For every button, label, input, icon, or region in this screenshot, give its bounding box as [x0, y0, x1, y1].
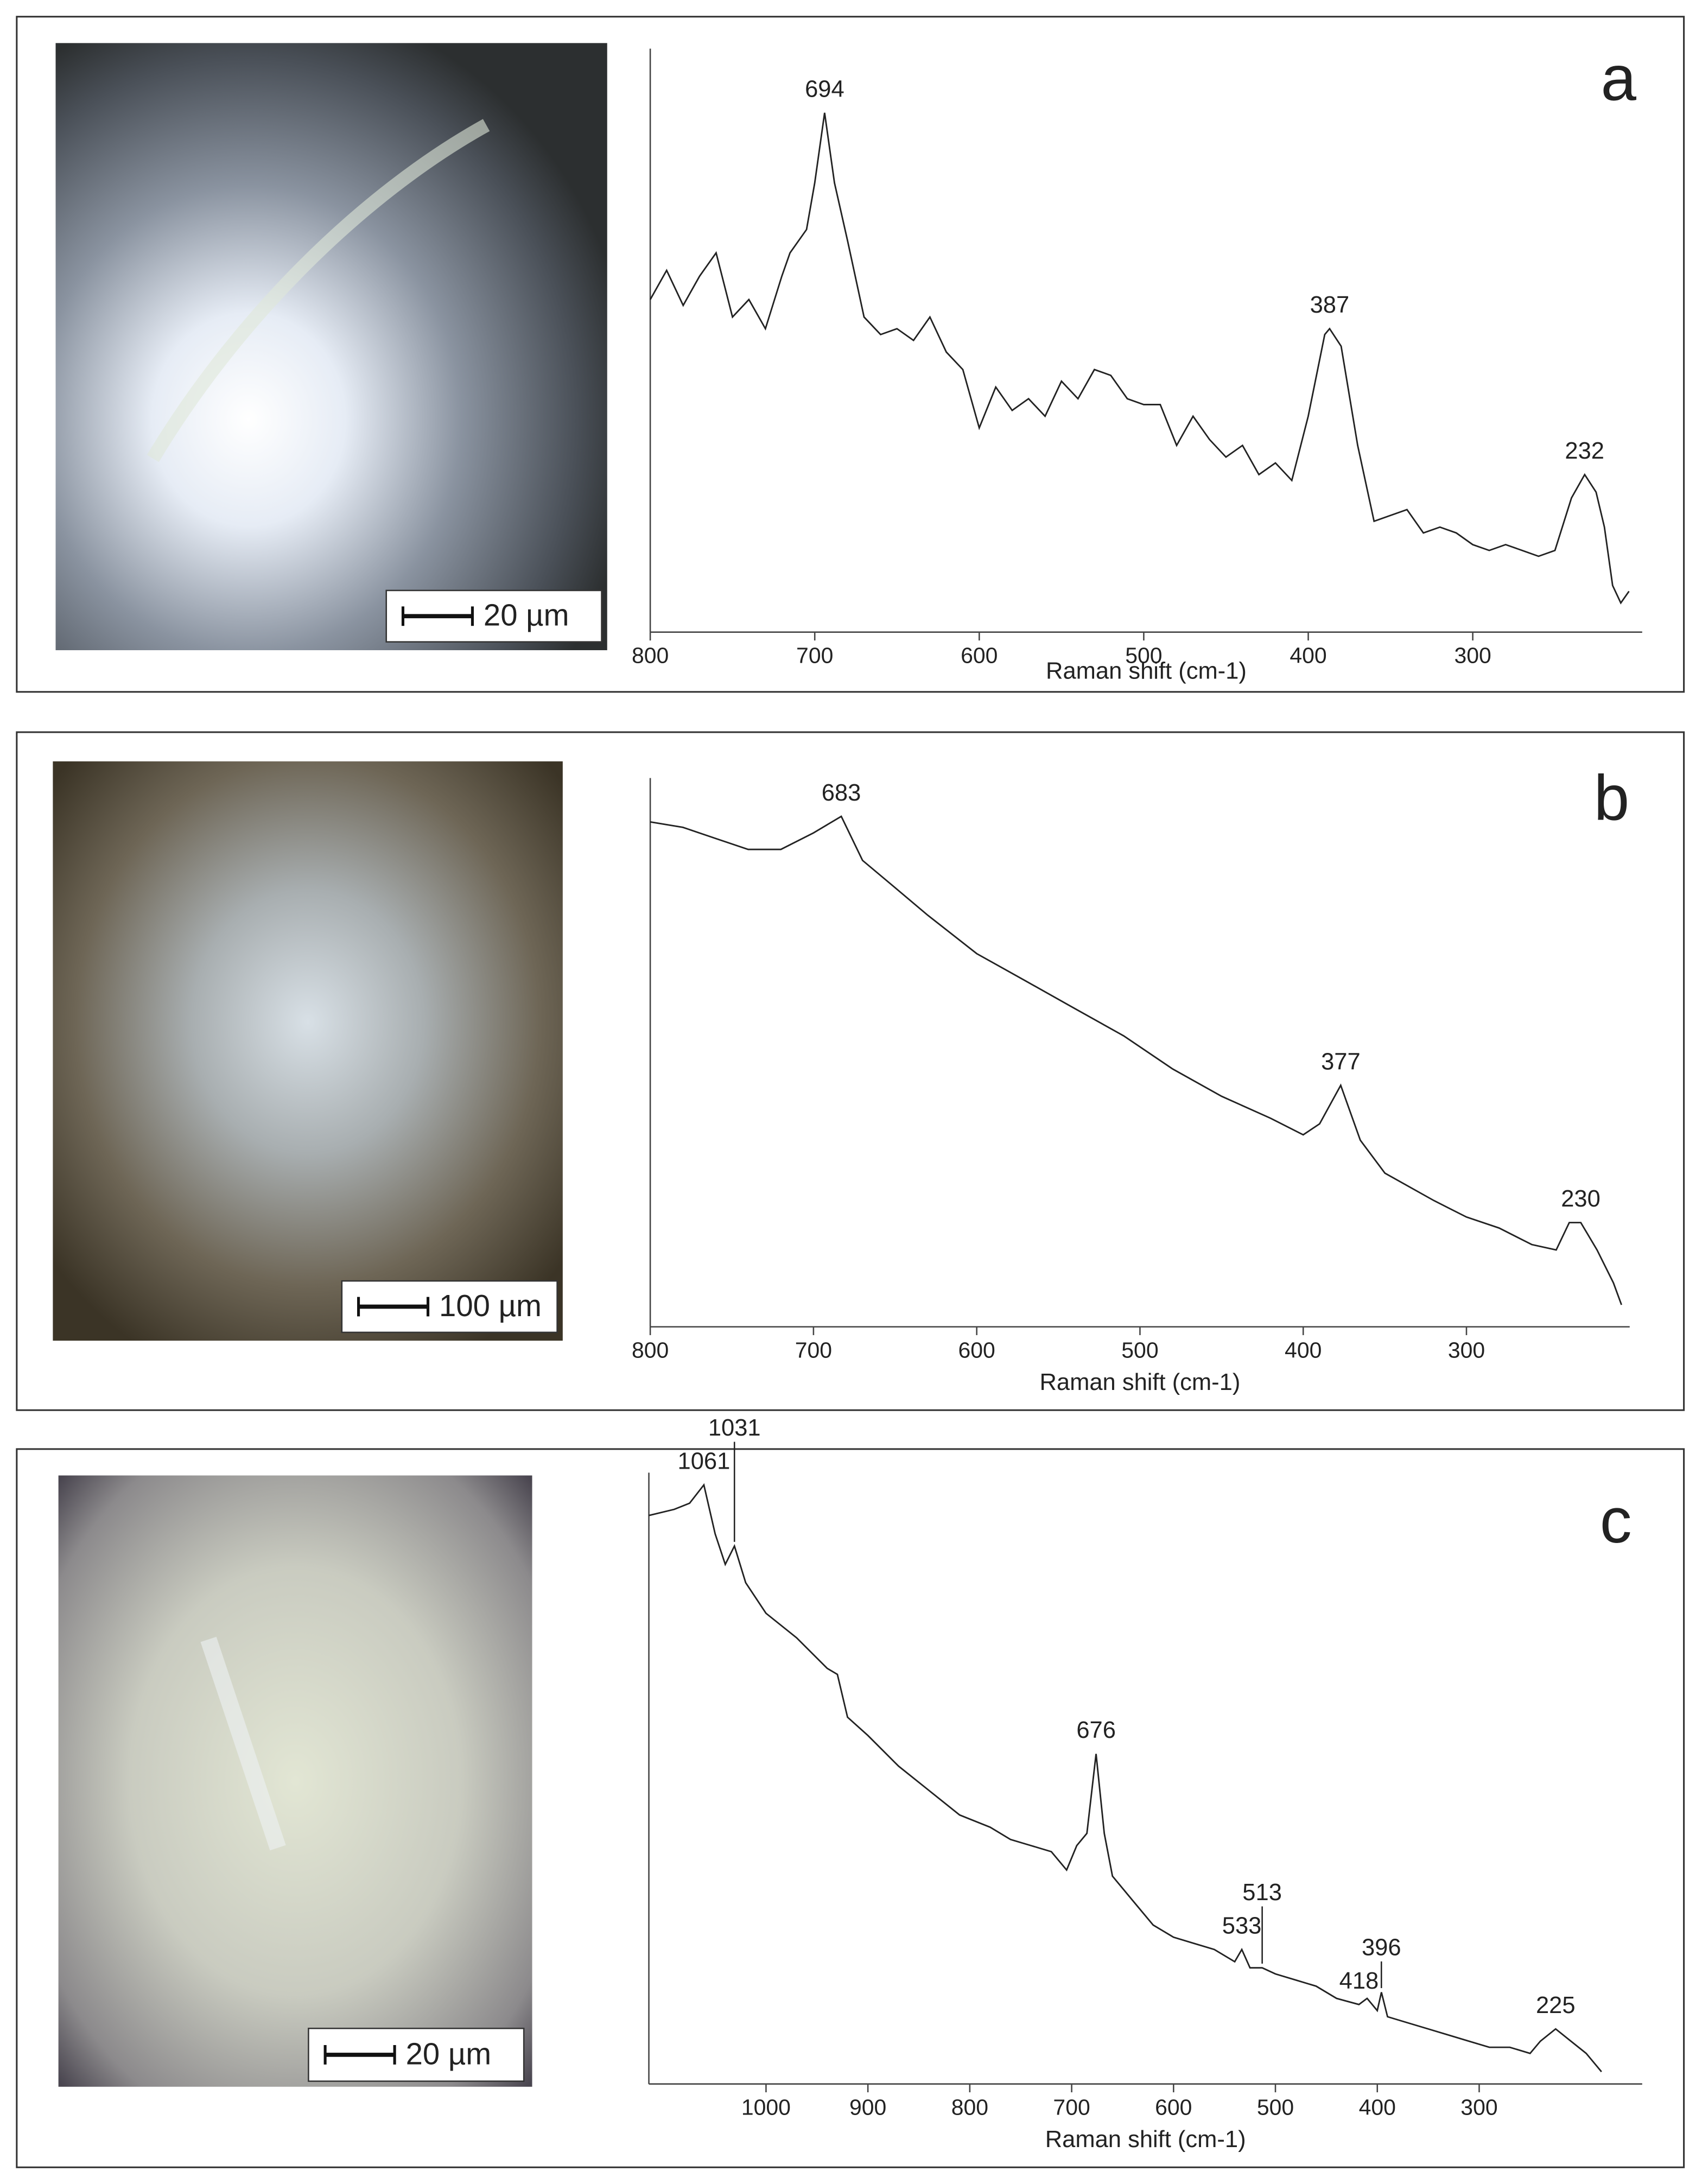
panel-label: b — [1594, 762, 1630, 834]
x-axis-label: Raman shift (cm-1) — [1040, 1369, 1241, 1395]
x-tick-label: 300 — [1454, 643, 1491, 668]
panel-frame — [16, 1448, 1685, 2168]
spectrum — [649, 1483, 1602, 2073]
x-tick-label: 900 — [849, 2095, 886, 2120]
x-tick-label: 800 — [951, 2095, 988, 2120]
peak-label: 694 — [805, 76, 844, 102]
x-tick-label: 600 — [1155, 2095, 1192, 2120]
micrograph-feature — [147, 119, 490, 462]
x-tick-label: 700 — [795, 1337, 832, 1362]
x-tick-label: 600 — [961, 643, 998, 668]
x-tick-label: 300 — [1448, 1337, 1485, 1362]
x-tick-label: 300 — [1460, 2095, 1497, 2120]
scale-bar-label: 20 µm — [484, 598, 569, 632]
x-tick-label: 400 — [1290, 643, 1326, 668]
x-tick-label: 1000 — [741, 2095, 791, 2120]
panel-frame — [16, 731, 1685, 1411]
peak-label: 232 — [1565, 438, 1604, 464]
x-tick-label: 600 — [958, 1337, 995, 1362]
x-axis-label: Raman shift (cm-1) — [1045, 2126, 1246, 2153]
x-tick-label: 800 — [632, 643, 669, 668]
peak-label: 387 — [1310, 292, 1350, 318]
peak-label: 1061 — [678, 1448, 731, 1474]
panel-label: a — [1601, 42, 1637, 114]
spectrum — [649, 112, 1630, 605]
peak-label: 396 — [1362, 1934, 1401, 1960]
panel-label: c — [1600, 1484, 1632, 1556]
x-tick-label: 700 — [1053, 2095, 1090, 2120]
x-tick-label: 500 — [1121, 1337, 1158, 1362]
scale-bar-label: 100 µm — [439, 1288, 542, 1323]
micrograph — [58, 1475, 532, 2087]
micrograph — [53, 761, 563, 1341]
x-tick-label: 700 — [796, 643, 833, 668]
peak-label: 513 — [1242, 1880, 1282, 1906]
x-tick-label: 500 — [1125, 643, 1162, 668]
peak-label: 676 — [1076, 1717, 1116, 1743]
x-tick-label: 400 — [1359, 2095, 1396, 2120]
peak-label: 683 — [822, 780, 861, 806]
spectrum — [650, 815, 1622, 1305]
peak-label: 377 — [1321, 1049, 1361, 1075]
micrograph — [55, 43, 607, 650]
x-tick-label: 500 — [1257, 2095, 1294, 2120]
peak-label: 533 — [1222, 1913, 1262, 1939]
micrograph-feature — [200, 1636, 286, 1851]
x-tick-label: 800 — [632, 1337, 669, 1362]
peak-label: 418 — [1339, 1968, 1379, 1994]
x-axis-label: Raman shift (cm-1) — [1046, 658, 1247, 684]
peak-label: 225 — [1536, 1992, 1576, 2018]
x-tick-label: 400 — [1285, 1337, 1322, 1362]
peak-label: 230 — [1561, 1186, 1601, 1212]
peak-label: 1031 — [708, 1415, 761, 1441]
scale-bar-label: 20 µm — [406, 2036, 492, 2071]
panel-frame — [16, 16, 1685, 693]
